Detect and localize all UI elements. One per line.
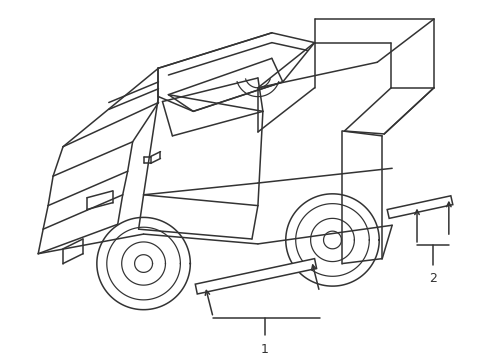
Text: 2: 2 — [428, 273, 436, 285]
Text: 1: 1 — [261, 343, 268, 356]
Polygon shape — [386, 196, 452, 219]
Polygon shape — [195, 258, 316, 294]
